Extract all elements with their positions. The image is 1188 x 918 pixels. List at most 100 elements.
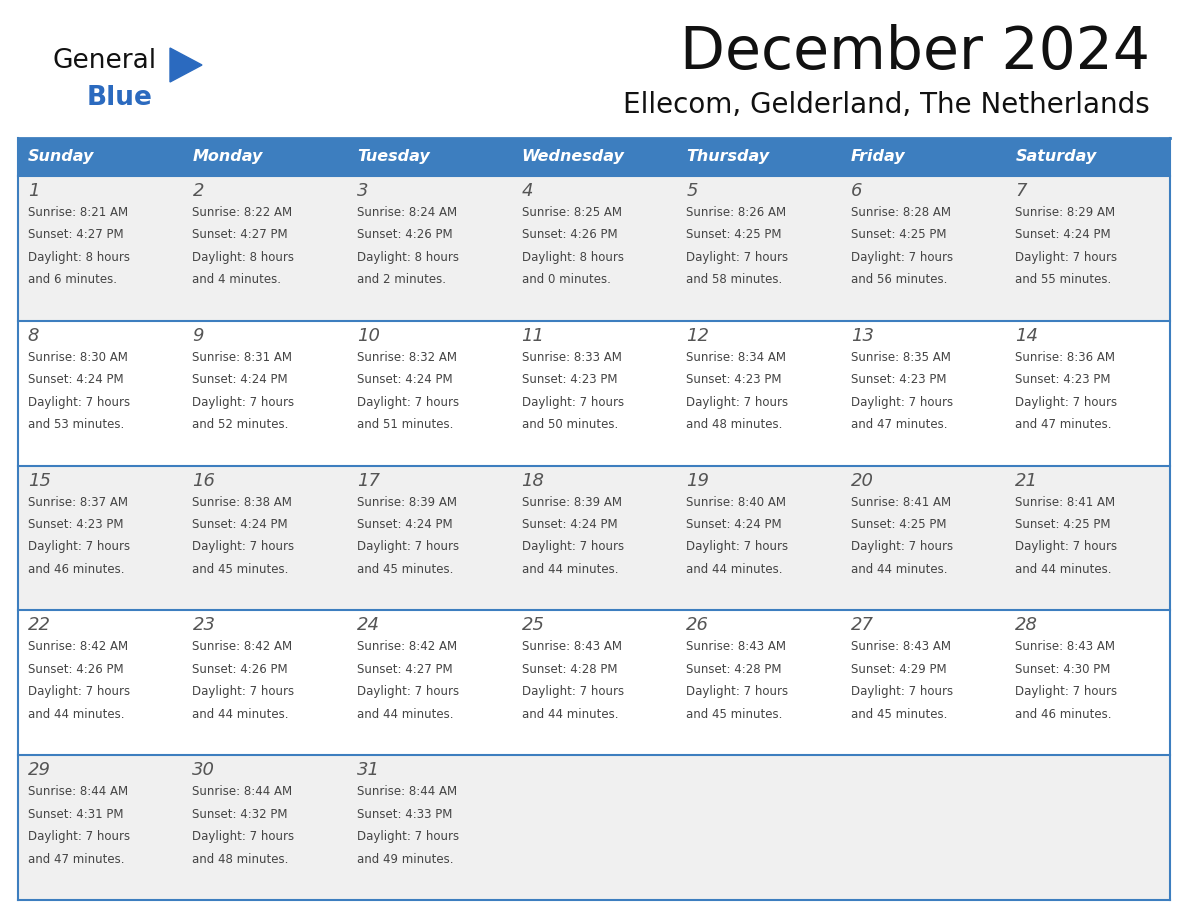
Text: Sunrise: 8:28 AM: Sunrise: 8:28 AM (851, 206, 950, 219)
Text: Friday: Friday (851, 150, 905, 164)
Text: 8: 8 (27, 327, 39, 345)
Text: Daylight: 7 hours: Daylight: 7 hours (687, 686, 789, 699)
Text: Sunset: 4:26 PM: Sunset: 4:26 PM (192, 663, 287, 676)
Text: 15: 15 (27, 472, 51, 489)
Text: Daylight: 7 hours: Daylight: 7 hours (27, 686, 129, 699)
Text: Sunrise: 8:43 AM: Sunrise: 8:43 AM (687, 641, 786, 654)
Text: and 44 minutes.: and 44 minutes. (687, 563, 783, 576)
Text: and 44 minutes.: and 44 minutes. (1016, 563, 1112, 576)
Text: Sunrise: 8:26 AM: Sunrise: 8:26 AM (687, 206, 786, 219)
Text: Sunset: 4:24 PM: Sunset: 4:24 PM (358, 518, 453, 531)
Text: Sunset: 4:27 PM: Sunset: 4:27 PM (27, 229, 124, 241)
Text: Sunset: 4:23 PM: Sunset: 4:23 PM (27, 518, 124, 531)
Text: Sunset: 4:23 PM: Sunset: 4:23 PM (851, 374, 946, 386)
Text: and 45 minutes.: and 45 minutes. (192, 563, 289, 576)
Text: Sunrise: 8:41 AM: Sunrise: 8:41 AM (851, 496, 950, 509)
Text: 29: 29 (27, 761, 51, 779)
Text: Sunrise: 8:42 AM: Sunrise: 8:42 AM (192, 641, 292, 654)
Text: and 46 minutes.: and 46 minutes. (27, 563, 125, 576)
Text: 6: 6 (851, 182, 862, 200)
Text: Daylight: 7 hours: Daylight: 7 hours (851, 396, 953, 409)
Text: Sunrise: 8:25 AM: Sunrise: 8:25 AM (522, 206, 621, 219)
Text: Sunset: 4:24 PM: Sunset: 4:24 PM (358, 374, 453, 386)
Text: Monday: Monday (192, 150, 263, 164)
Text: Thursday: Thursday (687, 150, 770, 164)
Text: and 0 minutes.: and 0 minutes. (522, 274, 611, 286)
Text: 3: 3 (358, 182, 368, 200)
Text: Sunset: 4:25 PM: Sunset: 4:25 PM (851, 518, 946, 531)
Text: and 45 minutes.: and 45 minutes. (358, 563, 454, 576)
Text: 13: 13 (851, 327, 873, 345)
Text: 1: 1 (27, 182, 39, 200)
Text: and 45 minutes.: and 45 minutes. (687, 708, 783, 721)
Text: 19: 19 (687, 472, 709, 489)
Text: Sunset: 4:27 PM: Sunset: 4:27 PM (192, 229, 287, 241)
Text: Sunrise: 8:38 AM: Sunrise: 8:38 AM (192, 496, 292, 509)
Text: Sunset: 4:26 PM: Sunset: 4:26 PM (522, 229, 618, 241)
Text: Daylight: 7 hours: Daylight: 7 hours (27, 541, 129, 554)
Text: Daylight: 7 hours: Daylight: 7 hours (192, 686, 295, 699)
Text: Sunset: 4:23 PM: Sunset: 4:23 PM (1016, 374, 1111, 386)
Text: Daylight: 7 hours: Daylight: 7 hours (358, 830, 459, 843)
Text: Sunrise: 8:21 AM: Sunrise: 8:21 AM (27, 206, 128, 219)
Text: Daylight: 7 hours: Daylight: 7 hours (522, 541, 624, 554)
Text: and 51 minutes.: and 51 minutes. (358, 418, 454, 431)
Text: Sunrise: 8:31 AM: Sunrise: 8:31 AM (192, 351, 292, 364)
Text: Daylight: 7 hours: Daylight: 7 hours (192, 830, 295, 843)
Text: Daylight: 7 hours: Daylight: 7 hours (27, 830, 129, 843)
Text: Sunrise: 8:36 AM: Sunrise: 8:36 AM (1016, 351, 1116, 364)
Text: and 4 minutes.: and 4 minutes. (192, 274, 282, 286)
Text: 23: 23 (192, 616, 215, 634)
Text: Sunset: 4:32 PM: Sunset: 4:32 PM (192, 808, 287, 821)
Text: Sunrise: 8:22 AM: Sunrise: 8:22 AM (192, 206, 292, 219)
Text: Daylight: 7 hours: Daylight: 7 hours (1016, 686, 1118, 699)
Text: Sunset: 4:24 PM: Sunset: 4:24 PM (1016, 229, 1111, 241)
Text: 24: 24 (358, 616, 380, 634)
Text: 22: 22 (27, 616, 51, 634)
Text: Daylight: 7 hours: Daylight: 7 hours (851, 686, 953, 699)
Text: Sunset: 4:23 PM: Sunset: 4:23 PM (687, 374, 782, 386)
Text: 11: 11 (522, 327, 544, 345)
Text: 31: 31 (358, 761, 380, 779)
Text: Sunday: Sunday (27, 150, 94, 164)
Text: and 44 minutes.: and 44 minutes. (27, 708, 125, 721)
Text: 17: 17 (358, 472, 380, 489)
Text: Sunset: 4:26 PM: Sunset: 4:26 PM (27, 663, 124, 676)
Text: Daylight: 7 hours: Daylight: 7 hours (687, 541, 789, 554)
Text: Daylight: 7 hours: Daylight: 7 hours (27, 396, 129, 409)
Text: 16: 16 (192, 472, 215, 489)
Text: Saturday: Saturday (1016, 150, 1097, 164)
Text: Sunrise: 8:42 AM: Sunrise: 8:42 AM (27, 641, 128, 654)
Text: Daylight: 7 hours: Daylight: 7 hours (1016, 251, 1118, 263)
Text: Sunrise: 8:32 AM: Sunrise: 8:32 AM (358, 351, 457, 364)
Text: Daylight: 7 hours: Daylight: 7 hours (1016, 396, 1118, 409)
Text: 27: 27 (851, 616, 873, 634)
Text: Daylight: 8 hours: Daylight: 8 hours (358, 251, 459, 263)
Text: Sunset: 4:28 PM: Sunset: 4:28 PM (522, 663, 617, 676)
Polygon shape (170, 48, 202, 82)
Text: and 48 minutes.: and 48 minutes. (192, 853, 289, 866)
Text: Daylight: 7 hours: Daylight: 7 hours (687, 396, 789, 409)
Text: 30: 30 (192, 761, 215, 779)
Text: and 50 minutes.: and 50 minutes. (522, 418, 618, 431)
Text: Daylight: 7 hours: Daylight: 7 hours (522, 396, 624, 409)
Text: and 44 minutes.: and 44 minutes. (522, 708, 618, 721)
Bar (18, 176, 1170, 320)
Bar (347, 138, 512, 176)
Text: and 45 minutes.: and 45 minutes. (851, 708, 947, 721)
Text: Daylight: 8 hours: Daylight: 8 hours (27, 251, 129, 263)
Text: Sunrise: 8:44 AM: Sunrise: 8:44 AM (192, 785, 292, 798)
Text: Sunset: 4:30 PM: Sunset: 4:30 PM (1016, 663, 1111, 676)
Text: and 44 minutes.: and 44 minutes. (192, 708, 289, 721)
Bar (1005, 138, 1170, 176)
Text: and 6 minutes.: and 6 minutes. (27, 274, 116, 286)
Bar (676, 138, 841, 176)
Text: Daylight: 8 hours: Daylight: 8 hours (192, 251, 295, 263)
Text: Sunset: 4:27 PM: Sunset: 4:27 PM (358, 663, 453, 676)
Text: Daylight: 7 hours: Daylight: 7 hours (687, 251, 789, 263)
Text: and 53 minutes.: and 53 minutes. (27, 418, 124, 431)
Text: Daylight: 7 hours: Daylight: 7 hours (522, 686, 624, 699)
Text: Sunrise: 8:43 AM: Sunrise: 8:43 AM (851, 641, 950, 654)
Text: Wednesday: Wednesday (522, 150, 625, 164)
Text: Sunset: 4:24 PM: Sunset: 4:24 PM (27, 374, 124, 386)
